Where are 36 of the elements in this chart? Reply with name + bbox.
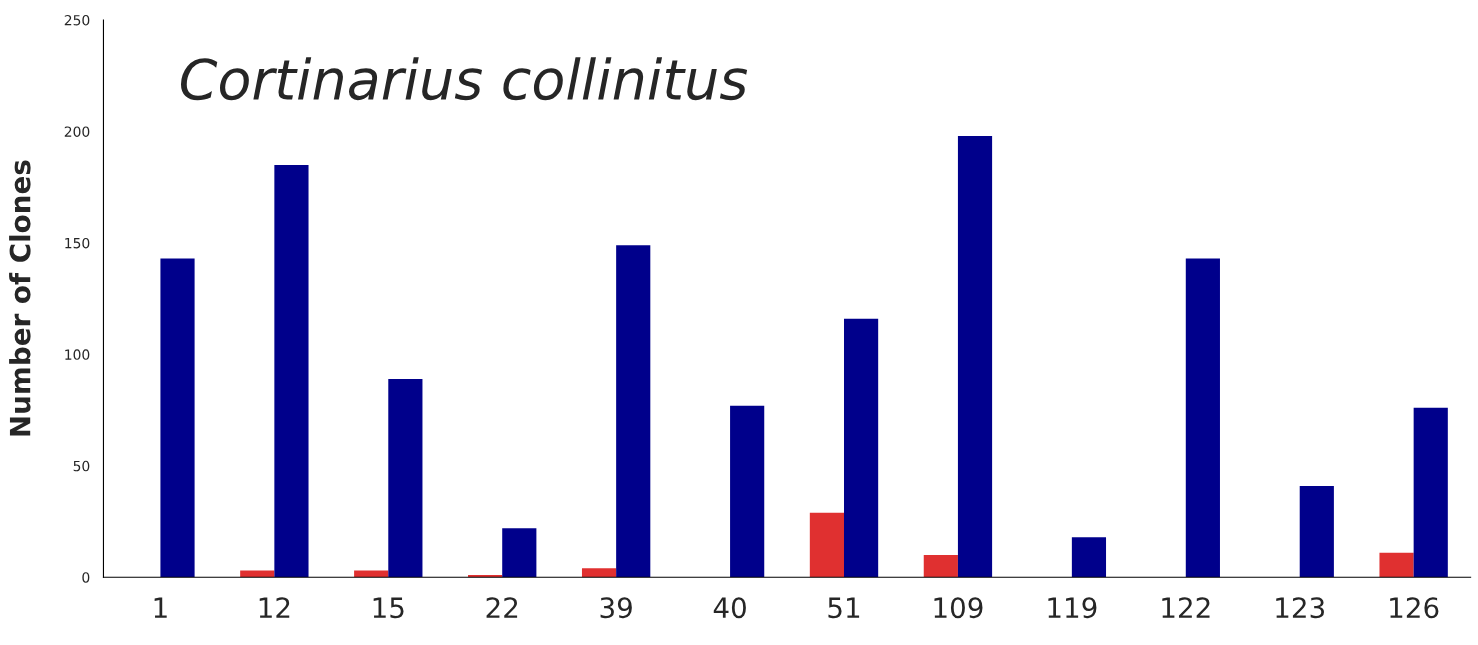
bar <box>1299 485 1334 578</box>
y-tick-label: 250 <box>64 14 90 26</box>
x-tick-label: 109 <box>934 597 983 619</box>
x-tick-label: 126 <box>1390 597 1439 619</box>
x-tick-label: 40 <box>713 597 746 619</box>
bar <box>809 512 844 578</box>
bar <box>160 258 195 578</box>
y-axis-title: Number of Clones <box>9 160 31 436</box>
bar <box>502 528 537 578</box>
y-tick-label: 0 <box>82 572 90 583</box>
x-tick-label: 119 <box>1048 597 1097 619</box>
bar <box>957 135 993 578</box>
bar <box>1379 552 1414 578</box>
bar <box>1185 258 1220 578</box>
x-tick-label: 122 <box>1162 597 1210 618</box>
x-tick-label: 51 <box>828 597 860 619</box>
bar <box>1413 407 1448 578</box>
bar <box>581 568 617 578</box>
x-tick-label: 15 <box>373 597 404 619</box>
x-tick-label: 123 <box>1276 597 1324 619</box>
y-tick-label: 200 <box>64 126 90 137</box>
bar <box>844 318 879 578</box>
x-tick-label: 39 <box>600 597 632 619</box>
bar <box>388 378 423 578</box>
bar <box>1071 537 1107 578</box>
x-tick-label: 1 <box>154 597 167 618</box>
y-tick-label: 100 <box>65 349 90 360</box>
bar <box>730 405 765 578</box>
y-tick-label: 150 <box>65 237 90 249</box>
x-tick-label: 12 <box>259 597 290 618</box>
bar <box>923 554 958 578</box>
bar <box>616 245 651 578</box>
y-tick-label: 50 <box>73 460 90 472</box>
bar <box>274 164 309 578</box>
text: Cortinarius collinitus <box>180 57 748 101</box>
x-tick-label: 22 <box>486 597 518 618</box>
